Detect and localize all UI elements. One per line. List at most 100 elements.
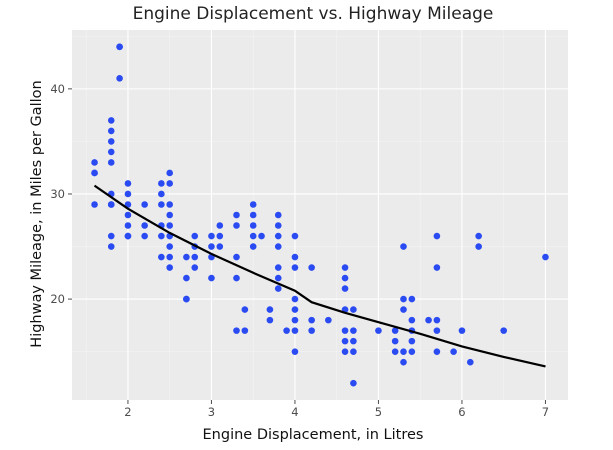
data-point [191, 253, 199, 261]
data-point [341, 285, 349, 292]
data-point [266, 306, 274, 313]
data-point [249, 211, 257, 219]
data-point [166, 222, 173, 229]
data-point [274, 274, 282, 282]
data-point [107, 117, 115, 124]
data-point [183, 253, 190, 261]
data-point [425, 316, 432, 324]
data-point [124, 222, 132, 229]
y-tick-label: 30 [50, 187, 65, 201]
data-point [400, 295, 407, 303]
data-point [249, 243, 257, 250]
data-point [274, 211, 282, 219]
x-tick-label: 5 [375, 405, 382, 419]
x-tick-label: 7 [542, 405, 549, 419]
data-point [341, 337, 349, 345]
data-point [458, 327, 466, 334]
data-point [350, 327, 357, 334]
data-point [291, 306, 299, 313]
axis-ticks: 2 3 4 5 6 7 20 30 40 [50, 82, 549, 419]
data-point [216, 243, 224, 250]
data-point [400, 358, 407, 366]
data-point [166, 201, 173, 208]
x-axis-title: Engine Displacement, in Litres [203, 427, 424, 443]
data-point [308, 327, 315, 334]
data-point [500, 327, 508, 334]
data-point [341, 327, 349, 334]
data-point [166, 180, 173, 187]
data-point [141, 222, 148, 229]
data-point [158, 180, 165, 187]
chart-title: Engine Displacement vs. Highway Mileage [133, 4, 494, 24]
data-point [274, 243, 282, 250]
data-point [308, 264, 315, 271]
y-axis-title: Highway Mileage, in Miles per Gallon [29, 80, 45, 347]
data-point [116, 75, 123, 82]
data-point [91, 159, 98, 166]
data-point [124, 190, 132, 198]
data-point [166, 264, 173, 271]
data-point [291, 264, 299, 271]
data-point [183, 274, 190, 282]
data-point [166, 253, 173, 261]
data-point [233, 211, 240, 219]
data-point [258, 232, 265, 240]
data-point [350, 306, 357, 313]
data-point [274, 264, 282, 271]
data-point [375, 327, 382, 334]
data-point [107, 127, 115, 135]
x-tick-label: 2 [124, 405, 131, 419]
data-point [475, 243, 482, 250]
data-point [191, 264, 199, 271]
data-point [433, 264, 441, 271]
data-point [107, 148, 115, 156]
data-point [433, 348, 441, 355]
data-point [350, 348, 357, 355]
data-point [107, 243, 115, 250]
data-point [166, 243, 173, 250]
data-point [124, 201, 132, 208]
data-point [233, 222, 240, 229]
x-tick-label: 4 [291, 405, 298, 419]
data-point [391, 337, 399, 345]
data-point [325, 316, 332, 324]
data-point [241, 327, 249, 334]
data-point [208, 232, 215, 240]
data-point [249, 222, 257, 229]
data-point [233, 253, 240, 261]
data-point [141, 201, 148, 208]
minor-gridlines [72, 30, 568, 400]
x-tick-label: 3 [208, 405, 215, 419]
data-point [408, 348, 416, 355]
data-point [350, 337, 357, 345]
data-point [291, 316, 299, 324]
data-point [408, 316, 416, 324]
data-point [249, 232, 257, 240]
data-point [208, 274, 215, 282]
plot-panel [72, 30, 568, 400]
data-point [400, 243, 407, 250]
data-point [107, 201, 115, 208]
data-point [107, 159, 115, 166]
data-point [400, 348, 407, 355]
data-point [467, 358, 474, 366]
data-point [400, 306, 407, 313]
trend-line [93, 184, 546, 368]
data-point [542, 253, 549, 261]
data-point [158, 253, 165, 261]
data-point [216, 222, 224, 229]
major-gridlines [72, 30, 568, 400]
data-point [249, 201, 257, 208]
data-point [408, 337, 416, 345]
data-point [291, 232, 299, 240]
data-point [391, 327, 399, 334]
data-point [341, 274, 349, 282]
data-point [158, 201, 165, 208]
data-point [124, 211, 132, 219]
data-point [158, 232, 165, 240]
data-point [166, 169, 173, 177]
data-point [116, 43, 123, 51]
data-point [433, 316, 441, 324]
data-point [141, 232, 148, 240]
